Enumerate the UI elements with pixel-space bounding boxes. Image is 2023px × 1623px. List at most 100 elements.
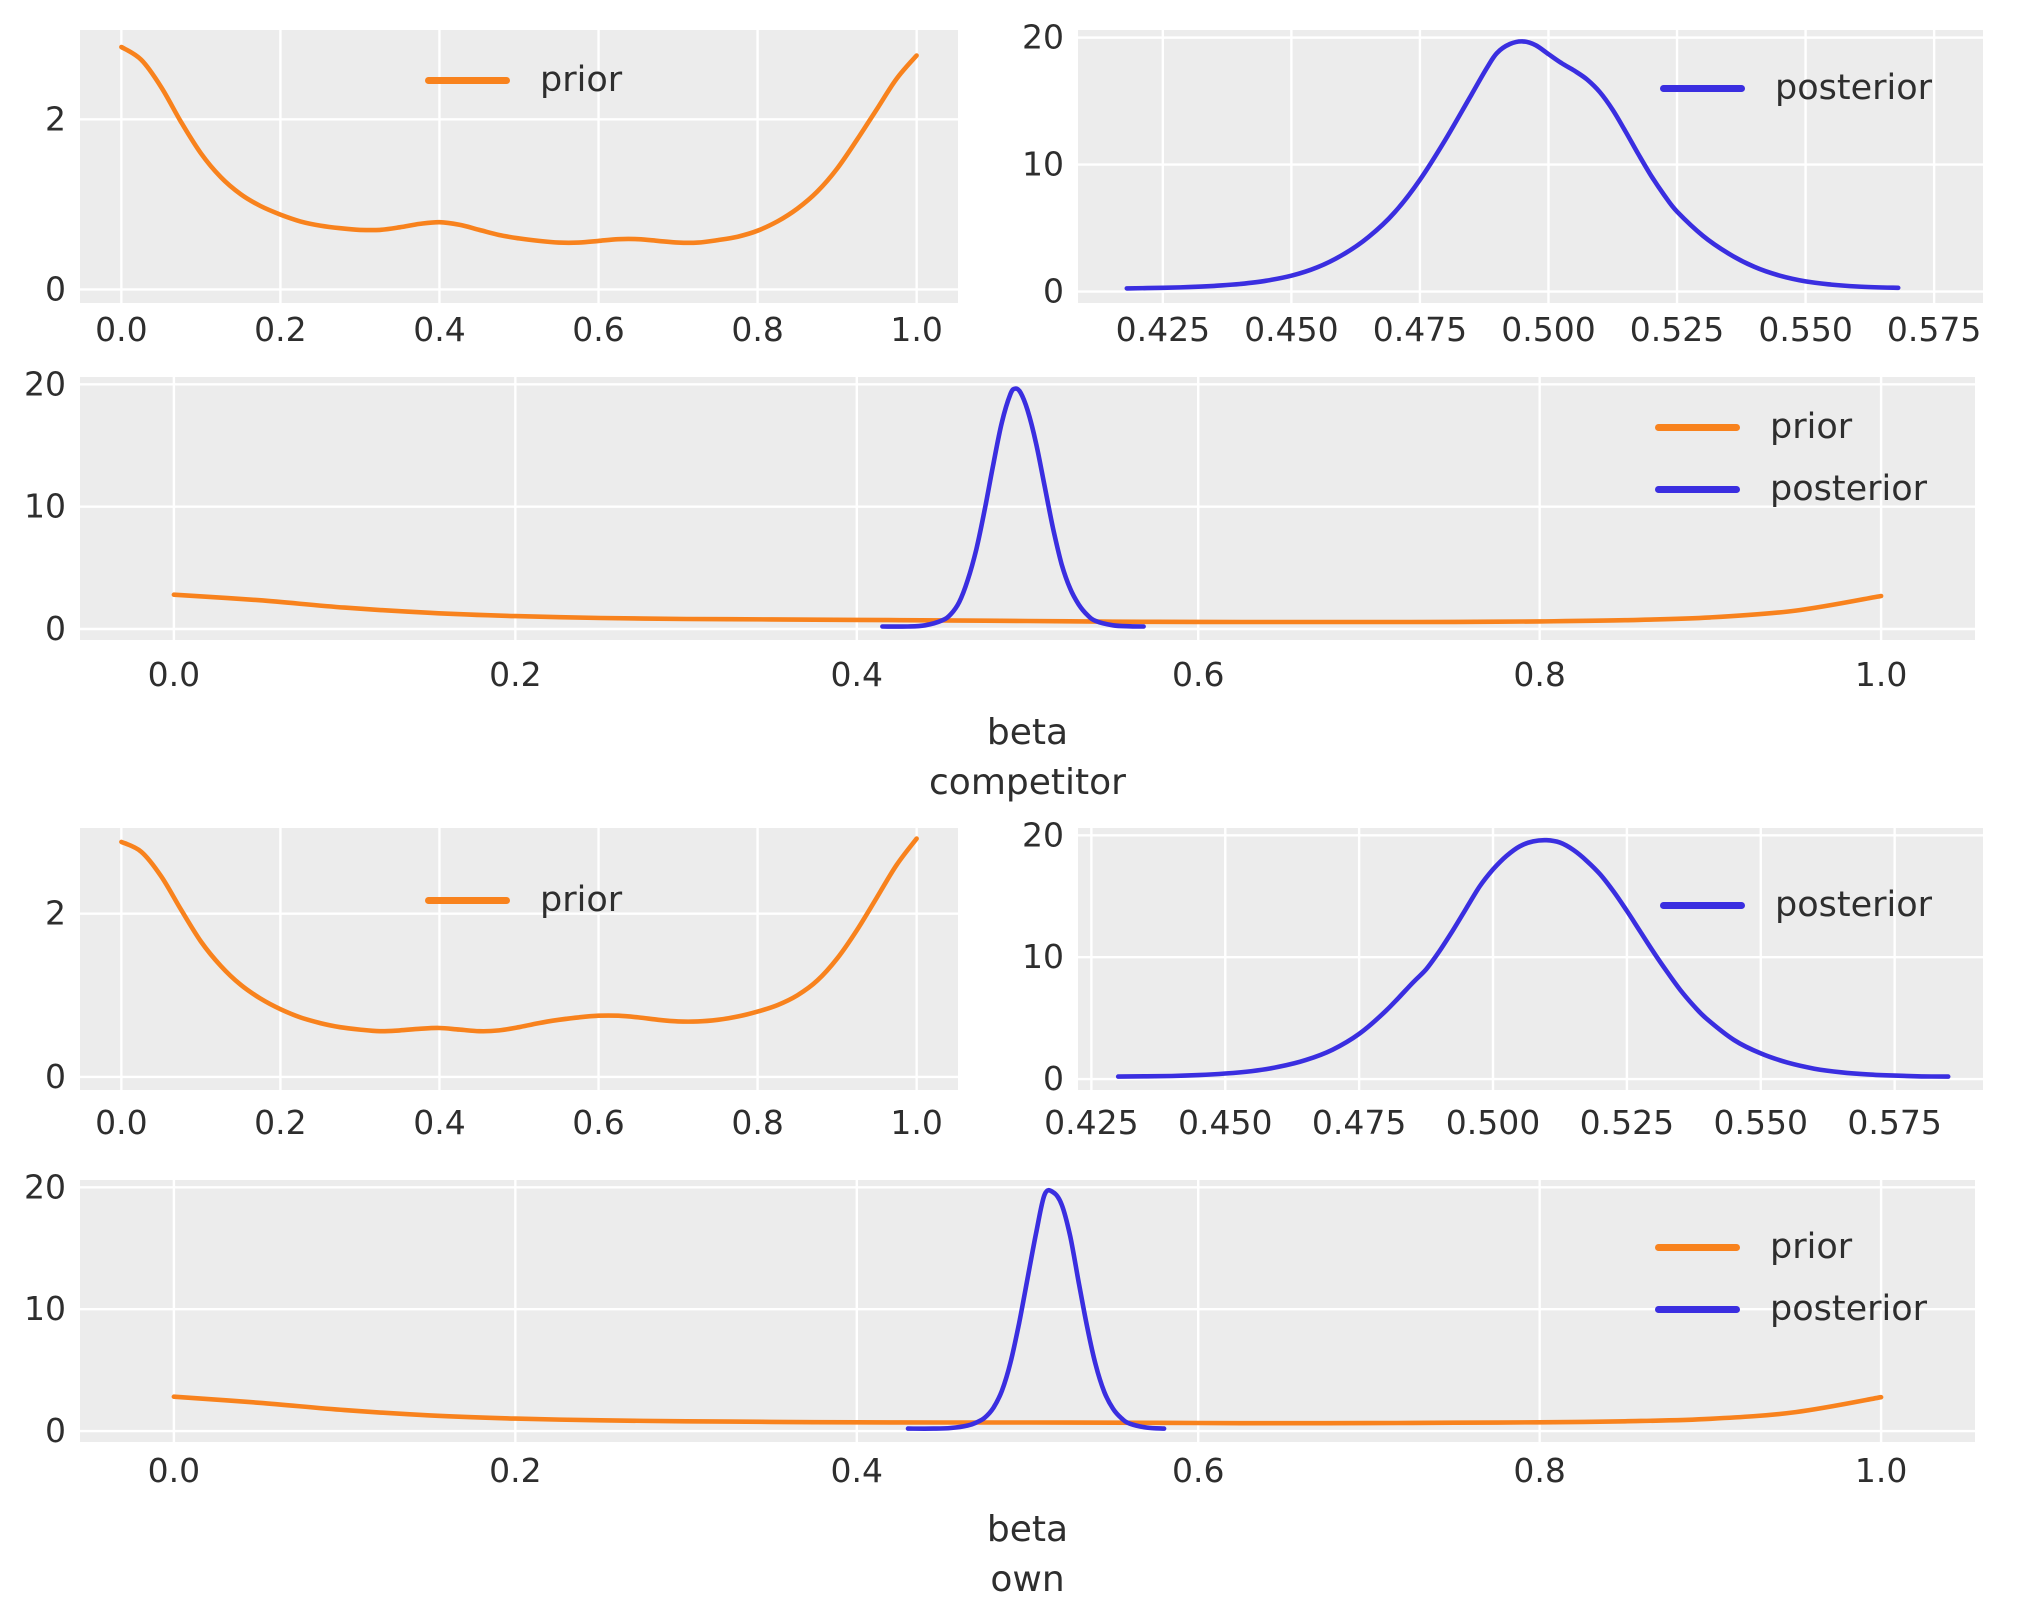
x-tick-label: 0.2 — [489, 1451, 541, 1490]
y-tick-labels: 0 10 20 — [24, 364, 66, 648]
x-tick-label: 0.525 — [1580, 1103, 1674, 1142]
gridlines — [80, 377, 1975, 640]
legend-label: posterior — [1775, 68, 1933, 108]
x-tick-label: 0.8 — [1513, 1451, 1565, 1490]
y-tick-label: 10 — [24, 1289, 66, 1328]
plot-competitor-prior: 0.0 0.2 0.4 0.6 0.8 1.0 0 2 prior — [0, 0, 1005, 349]
y-tick-label: 0 — [45, 1057, 66, 1096]
plot-competitor-posterior: 0.425 0.450 0.475 0.500 0.525 0.550 0.575 0 10 20… — [1010, 0, 2023, 349]
x-tick-label: 0.6 — [572, 1103, 624, 1142]
x-axis-label-line1: beta — [986, 1509, 1069, 1550]
x-tick-label: 0.475 — [1373, 310, 1467, 349]
x-axis-label-line2: own — [990, 1559, 1065, 1600]
y-tick-label: 20 — [1022, 18, 1064, 57]
x-axis-label-line2: competitor — [929, 762, 1126, 803]
legend: posterior — [1660, 66, 1932, 110]
legend-label: prior — [540, 880, 623, 920]
plot-area — [80, 377, 1975, 640]
x-tick-label: 0.450 — [1244, 310, 1338, 349]
legend-label: prior — [1770, 407, 1853, 447]
legend-entry-posterior: posterior — [1655, 1287, 1927, 1331]
legend: posterior — [1660, 883, 1932, 927]
y-tick-labels: 0 10 20 — [24, 1167, 66, 1450]
plot-competitor-posterior-svg: 0.425 0.450 0.475 0.500 0.525 0.550 0.575 0 10 20 — [1022, 18, 1983, 349]
y-tick-label: 20 — [24, 1167, 66, 1206]
y-tick-label: 10 — [1022, 145, 1064, 184]
plot-area — [1078, 30, 1983, 303]
posterior-curve — [905, 1187, 1167, 1431]
x-axis-label-beta-competitor: beta competitor — [80, 708, 1975, 808]
x-tick-labels: 0.0 0.2 0.4 0.6 0.8 1.0 — [95, 1103, 943, 1142]
x-tick-label: 0.6 — [1172, 655, 1224, 694]
gridlines — [1078, 30, 1983, 303]
x-tick-label: 0.550 — [1758, 310, 1852, 349]
plot-own-prior-svg: 0.0 0.2 0.4 0.6 0.8 1.002 — [45, 828, 958, 1142]
y-tick-label: 2 — [45, 99, 66, 138]
legend: prior posterior — [1655, 405, 1927, 511]
posterior-line-swatch — [1655, 485, 1740, 493]
posterior-line-swatch — [1660, 84, 1745, 92]
x-tick-label: 0.6 — [1172, 1451, 1224, 1490]
plot-own-prior: 0.0 0.2 0.4 0.6 0.8 1.0 0 2 prior — [0, 822, 1005, 1170]
legend: prior — [425, 58, 622, 102]
x-tick-label: 0.2 — [254, 310, 306, 349]
prior-line-swatch — [1655, 1243, 1740, 1251]
x-tick-label: 0.500 — [1446, 1103, 1540, 1142]
prior-curve — [119, 44, 919, 246]
gridlines — [80, 1180, 1975, 1442]
legend-label: prior — [1770, 1227, 1853, 1267]
x-tick-label: 0.6 — [572, 310, 624, 349]
x-tick-label: 1.0 — [890, 1103, 942, 1142]
x-tick-label: 0.8 — [731, 1103, 783, 1142]
legend-label: prior — [540, 60, 623, 100]
y-tick-labels: 02 — [45, 99, 66, 308]
x-tick-label: 0.2 — [254, 1103, 306, 1142]
x-tick-label: 0.500 — [1501, 310, 1595, 349]
x-tick-label: 0.550 — [1714, 1103, 1808, 1142]
x-tick-label: 0.4 — [413, 310, 465, 349]
legend-entry-prior: prior — [1655, 1225, 1927, 1269]
x-tick-label: 0.4 — [831, 1451, 883, 1490]
posterior-curve — [1124, 39, 1901, 291]
y-tick-labels: 0 10 20 — [1022, 18, 1064, 311]
plot-area — [80, 828, 958, 1090]
legend-label: posterior — [1770, 1289, 1928, 1329]
x-tick-label: 0.0 — [95, 1103, 147, 1142]
y-tick-label: 0 — [45, 1411, 66, 1450]
x-tick-label: 0.0 — [148, 655, 200, 694]
x-tick-labels: 0.425 0.450 0.475 0.500 0.525 0.550 0.575 — [1044, 1103, 1942, 1142]
prior-curve — [119, 836, 919, 1034]
prior-line-swatch — [425, 896, 510, 904]
y-tick-label: 10 — [24, 487, 66, 526]
legend-entry-posterior: posterior — [1655, 467, 1927, 511]
plot-competitor-joint: 0.0 0.2 0.4 0.6 0.8 1.0 0 10 20 prior posterior … — [0, 350, 2023, 815]
x-tick-labels: 0.0 0.2 0.4 0.6 0.8 1.0 — [148, 1451, 1908, 1490]
y-tick-label: 20 — [24, 364, 66, 403]
y-tick-label: 10 — [1022, 937, 1064, 976]
y-tick-label: 20 — [1022, 815, 1064, 854]
x-tick-label: 0.0 — [95, 310, 147, 349]
x-tick-label: 0.0 — [148, 1451, 200, 1490]
x-tick-labels: 0.0 0.2 0.4 0.6 0.8 1.0 — [95, 310, 943, 349]
plot-own-posterior-svg: 0.425 0.450 0.475 0.500 0.525 0.550 0.575 0 10 20 — [1022, 815, 1983, 1142]
x-tick-label: 0.450 — [1178, 1103, 1272, 1142]
gridlines — [1078, 828, 1983, 1090]
posterior-line-swatch — [1660, 901, 1745, 909]
x-tick-label: 0.425 — [1116, 310, 1210, 349]
prior-line-swatch — [425, 76, 510, 84]
plot-competitor-prior-svg: 0.0 0.2 0.4 0.6 0.8 1.002 — [45, 30, 958, 349]
x-tick-label: 0.575 — [1887, 310, 1981, 349]
x-tick-label: 0.4 — [831, 655, 883, 694]
y-tick-labels: 02 — [45, 894, 66, 1096]
legend-entry-posterior: posterior — [1660, 66, 1932, 110]
prior-curve — [171, 1394, 1884, 1426]
x-tick-label: 0.475 — [1312, 1103, 1406, 1142]
y-tick-label: 0 — [1043, 272, 1064, 311]
x-tick-label: 0.525 — [1630, 310, 1724, 349]
plot-area — [80, 30, 958, 303]
x-tick-label: 1.0 — [1855, 655, 1907, 694]
prior-curve — [171, 592, 1884, 625]
posterior-curve — [880, 386, 1146, 629]
plot-own-joint: 0.0 0.2 0.4 0.6 0.8 1.0 0 10 20 prior posterior … — [0, 1167, 2023, 1623]
